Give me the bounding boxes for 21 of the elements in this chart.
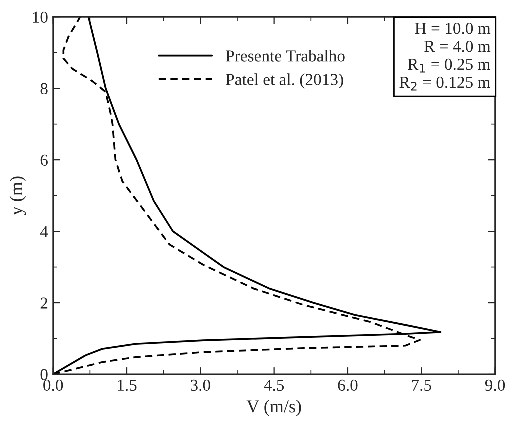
x-tick-label: 0.0 [44,380,64,392]
legend-label: Patel et al. (2013) [226,74,344,89]
y-tick-label: 2 [40,298,48,309]
annotation: R$_{1}$ = 0.25 m [408,58,490,73]
annotation: H = 10.0 m [415,22,491,34]
x-tick-label: 3.0 [191,380,210,392]
y-tick-label: 10 [33,12,48,24]
x-tick-label: 6.0 [338,380,358,392]
annotation: R = 4.0 m [424,40,491,52]
y-axis-title: y (m) [10,176,26,216]
annotation: R$_{2}$ = 0.125 m [400,76,490,91]
legend-label: Presente Trabalho [226,50,345,62]
x-axis-title: V (m/s) [246,400,302,416]
y-tick-label: 4 [40,226,48,238]
y-tick-label: 0 [40,369,48,380]
x-tick-label: 1.5 [118,380,137,392]
x-tick-label: 9.0 [485,380,506,392]
x-tick-label: 4.5 [264,380,284,392]
x-tick-label: 7.5 [412,380,432,392]
y-tick-label: 8 [40,83,48,95]
y-tick-label: 6 [40,154,48,166]
